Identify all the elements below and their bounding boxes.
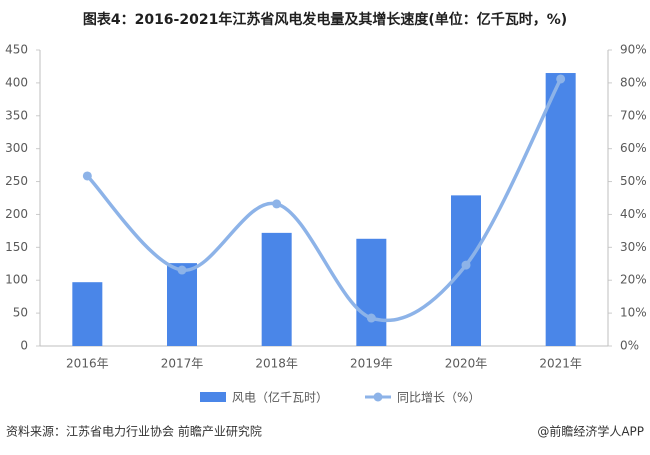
legend-swatch	[200, 392, 226, 402]
y2-tick-label: 10%	[620, 306, 647, 320]
bar	[451, 195, 481, 346]
x-tick-label: 2018年	[255, 357, 298, 371]
line-marker	[556, 74, 566, 84]
line-marker	[461, 260, 471, 270]
x-tick-label: 2017年	[161, 357, 204, 371]
source: 资料来源：江苏省电力行业协会 前瞻产业研究院	[6, 424, 262, 439]
y2-tick-label: 60%	[620, 141, 647, 155]
legend-label: 同比增长（%）	[397, 391, 480, 405]
y2-tick-label: 80%	[620, 75, 647, 89]
line-marker	[366, 313, 376, 323]
bar	[261, 232, 292, 346]
x-tick-label: 2016年	[66, 357, 109, 371]
line-marker	[82, 171, 92, 181]
y-tick-label: 400	[5, 75, 28, 89]
line-marker	[177, 265, 187, 275]
y-tick-label: 300	[5, 141, 28, 155]
chart-title: 图表4：2016-2021年江苏省风电发电量及其增长速度(单位：亿千瓦时，%)	[83, 11, 567, 28]
bar	[356, 238, 387, 346]
line-marker	[272, 199, 282, 209]
x-tick-label: 2020年	[445, 357, 488, 371]
legend-swatch	[373, 392, 383, 402]
bar	[167, 263, 197, 346]
y2-tick-label: 0%	[620, 339, 639, 353]
bar	[545, 73, 576, 347]
y2-tick-label: 30%	[620, 240, 647, 254]
y-tick-label: 50	[13, 306, 28, 320]
credit: @前瞻经济学人APP	[537, 424, 644, 439]
y2-tick-label: 40%	[620, 207, 647, 221]
y-tick-label: 350	[5, 108, 28, 122]
y-tick-label: 100	[5, 273, 28, 287]
y2-tick-label: 90%	[620, 43, 647, 57]
line	[86, 78, 563, 323]
y-tick-label: 150	[5, 240, 28, 254]
y2-tick-label: 70%	[620, 108, 647, 122]
y2-tick-label: 20%	[620, 273, 647, 287]
y-tick-label: 200	[5, 207, 28, 221]
y-tick-label: 0	[20, 339, 28, 353]
bar	[72, 282, 103, 346]
y-tick-label: 250	[5, 174, 28, 188]
x-tick-label: 2019年	[350, 357, 393, 371]
legend-label: 风电（亿千瓦时）	[232, 390, 328, 405]
y-tick-label: 450	[5, 43, 28, 57]
y2-tick-label: 50%	[620, 174, 647, 188]
x-tick-label: 2021年	[539, 357, 582, 371]
